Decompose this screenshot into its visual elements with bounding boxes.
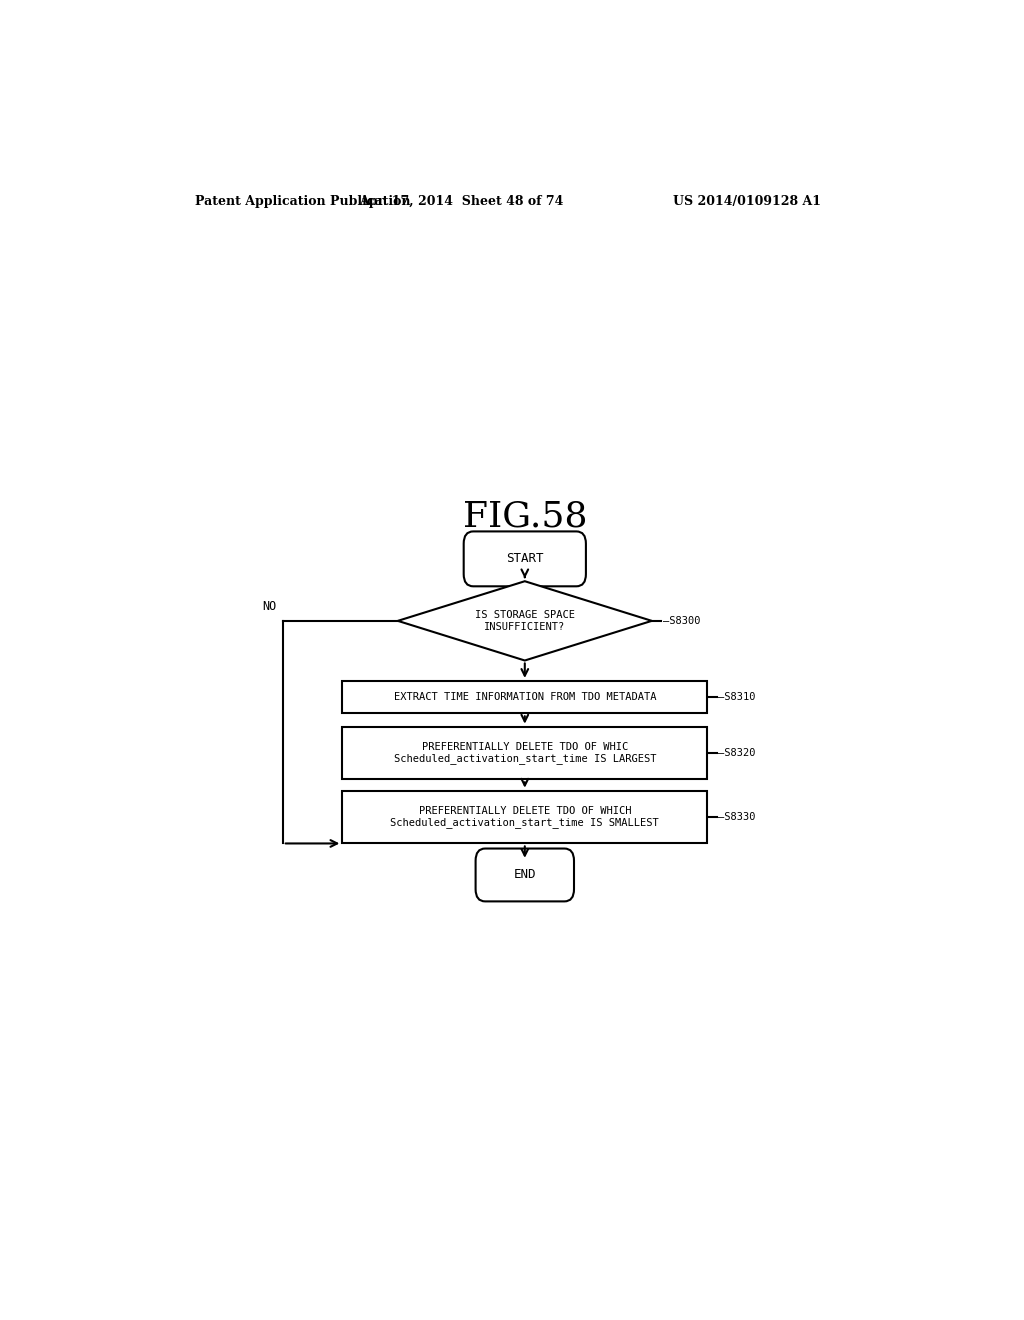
Polygon shape — [397, 581, 652, 660]
Text: —S8310: —S8310 — [719, 692, 756, 702]
Text: NO: NO — [262, 599, 276, 612]
Text: FIG.58: FIG.58 — [463, 499, 587, 533]
Text: US 2014/0109128 A1: US 2014/0109128 A1 — [673, 194, 821, 207]
Text: Patent Application Publication: Patent Application Publication — [196, 194, 411, 207]
Bar — [342, 726, 708, 779]
Text: IS STORAGE SPACE
INSUFFICIENT?: IS STORAGE SPACE INSUFFICIENT? — [475, 610, 574, 632]
Text: —S8330: —S8330 — [719, 812, 756, 822]
Text: EXTRACT TIME INFORMATION FROM TDO METADATA: EXTRACT TIME INFORMATION FROM TDO METADA… — [393, 692, 656, 702]
Text: PREFERENTIALLY DELETE TDO OF WHIC
Scheduled_activation_start_time IS LARGEST: PREFERENTIALLY DELETE TDO OF WHIC Schedu… — [393, 742, 656, 764]
FancyBboxPatch shape — [464, 532, 586, 586]
Text: Apr. 17, 2014  Sheet 48 of 74: Apr. 17, 2014 Sheet 48 of 74 — [359, 194, 563, 207]
Text: PREFERENTIALLY DELETE TDO OF WHICH
Scheduled_activation_start_time IS SMALLEST: PREFERENTIALLY DELETE TDO OF WHICH Sched… — [390, 805, 659, 828]
Text: —S8300: —S8300 — [663, 616, 700, 626]
Text: END: END — [514, 869, 536, 882]
Text: —S8320: —S8320 — [719, 748, 756, 758]
FancyBboxPatch shape — [475, 849, 574, 902]
Bar — [342, 791, 708, 843]
Bar — [342, 681, 708, 713]
Text: START: START — [506, 552, 544, 565]
